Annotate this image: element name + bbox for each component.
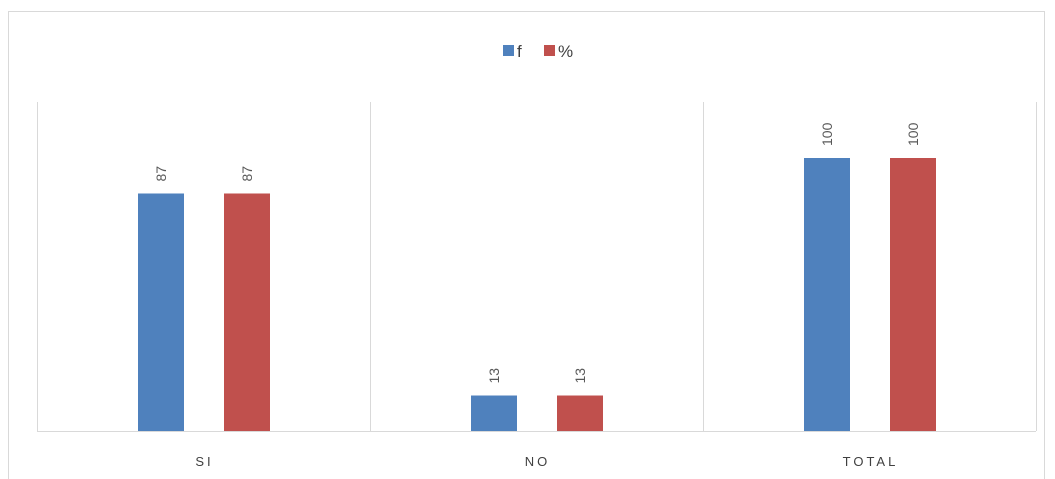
chart-legend: f% xyxy=(503,42,573,61)
category-label-no: NO xyxy=(525,454,551,469)
bar-si-f xyxy=(138,193,184,431)
chart-frame xyxy=(8,11,1045,479)
bar-total-pct xyxy=(890,158,936,431)
category-separators xyxy=(37,102,1037,431)
legend-label-pct: % xyxy=(558,42,573,61)
category-label-si: SI xyxy=(195,454,213,469)
category-tick-labels: SI NO TOTAL xyxy=(195,454,899,469)
data-label: 13 xyxy=(572,368,588,384)
data-label: 87 xyxy=(153,166,169,182)
data-label: 100 xyxy=(819,122,835,146)
category-label-total: TOTAL xyxy=(843,454,899,469)
bar-no-pct xyxy=(557,395,603,431)
data-label: 87 xyxy=(239,166,255,182)
bar-si-pct xyxy=(224,193,270,431)
bar-no-f xyxy=(471,395,517,431)
legend-label-f: f xyxy=(517,42,522,61)
legend-swatch-f xyxy=(503,45,514,56)
bar-total-f xyxy=(804,158,850,431)
data-label: 100 xyxy=(905,122,921,146)
legend-swatch-pct xyxy=(544,45,555,56)
bars-group xyxy=(138,158,936,431)
data-label: 13 xyxy=(486,368,502,384)
data-labels-group: 87 87 13 13 100 100 xyxy=(153,122,921,383)
